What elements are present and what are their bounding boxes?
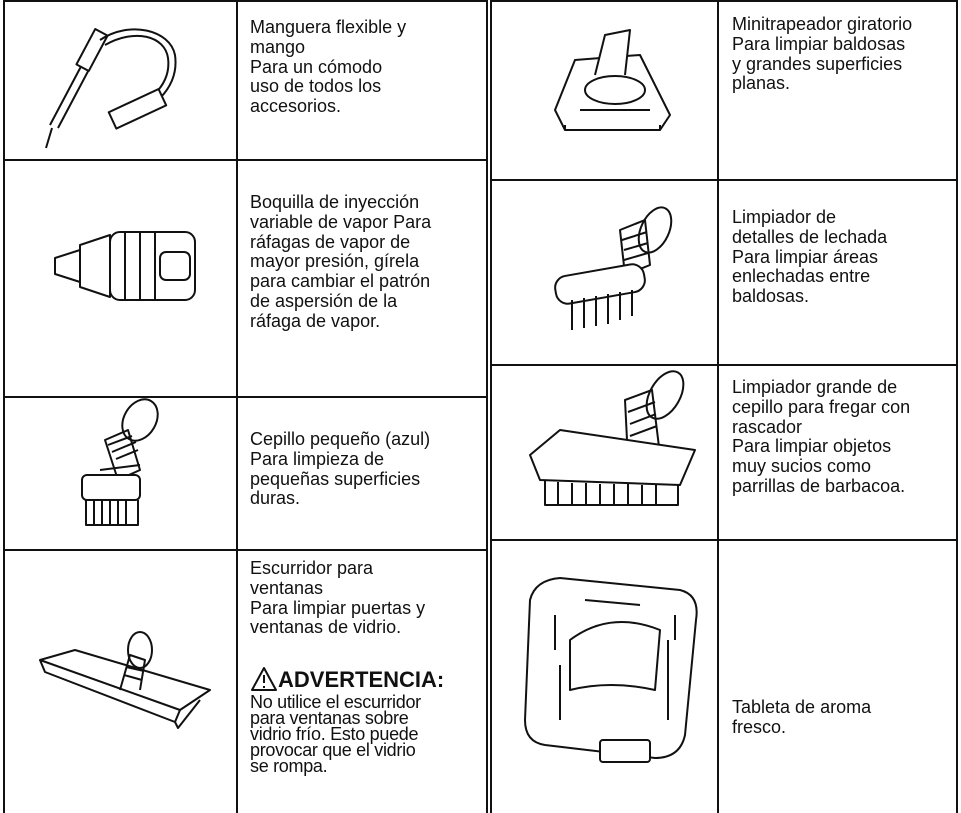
cell-text: ventanas (250, 577, 324, 598)
cell-text: uso de todos los (250, 76, 382, 97)
cell-text: y grandes superficies (732, 53, 903, 74)
cell-text: Cepillo pequeño (azul) (250, 429, 431, 449)
grout-brush-image (554, 206, 673, 330)
cell-text: ráfagas de vapor de (250, 231, 411, 252)
cell-text: Minitrapeador giratorio (732, 14, 913, 34)
nozzle-image (54, 231, 196, 301)
cell-text: Para limpiar baldosas (732, 33, 906, 54)
cell-text: enlechadas entre (732, 266, 871, 287)
cell-text: accesorios. (250, 96, 342, 117)
cell-text: pequeñas superficies (250, 468, 421, 489)
large-brush-image (529, 370, 696, 506)
cell-text: Boquilla de inyección (250, 192, 420, 212)
cell-text: baldosas. (732, 286, 810, 307)
cell-text: Para un cómodo (250, 56, 383, 77)
cell-text: cepillo para fregar con (732, 396, 911, 417)
cell-text: mayor presión, gírela (250, 251, 420, 272)
cell-text: mango (250, 36, 306, 57)
cell-text: ventanas de vidrio. (250, 617, 402, 638)
cell-text: duras. (250, 488, 301, 509)
small-brush-image (81, 398, 159, 526)
cell-text: detalles de lechada (732, 226, 888, 247)
cell-text: parrillas de barbacoa. (732, 476, 906, 496)
cell-text: variable de vapor Para (250, 211, 432, 232)
cell-text: Limpiador de (732, 207, 837, 227)
cell-text: Tableta de aroma (732, 697, 872, 717)
warning-text: para ventanas sobre (250, 708, 409, 728)
cell-text: Limpiador grande de (732, 377, 898, 397)
cell-text: ráfaga de vapor. (250, 310, 381, 331)
cell-text: de aspersión de la (250, 291, 398, 311)
cell-text: Manguera flexible y (250, 17, 407, 37)
warning-text: vidrio frío. Esto puede (250, 724, 419, 744)
cell-text: fresco. (732, 716, 787, 737)
warning-text: se rompa. (250, 756, 328, 776)
cell-text: Para limpiar áreas (732, 246, 879, 267)
squeegee-image (39, 631, 211, 729)
hose-image (45, 28, 177, 149)
cell-text: Escurridor para (250, 558, 374, 578)
cell-text: planas. (732, 73, 791, 94)
warning-text: provocar que el vidrio (250, 740, 416, 760)
warning-text: No utilice el escurridor (250, 692, 421, 712)
warning-icon (251, 667, 277, 691)
cell-text: Para limpiar objetos (732, 436, 892, 457)
cell-text: muy sucios como (732, 456, 872, 477)
cell-text: para cambiar el patrón (250, 271, 431, 292)
cell-text: Para limpieza de (250, 448, 385, 469)
cell-text: rascador (732, 416, 803, 437)
cell-text: Para limpiar puertas y (250, 597, 426, 618)
tablet-image (524, 577, 698, 763)
warning-title: ADVERTENCIA: (278, 667, 445, 692)
mini-mop-image (554, 29, 671, 131)
table-borders (3, 0, 958, 813)
